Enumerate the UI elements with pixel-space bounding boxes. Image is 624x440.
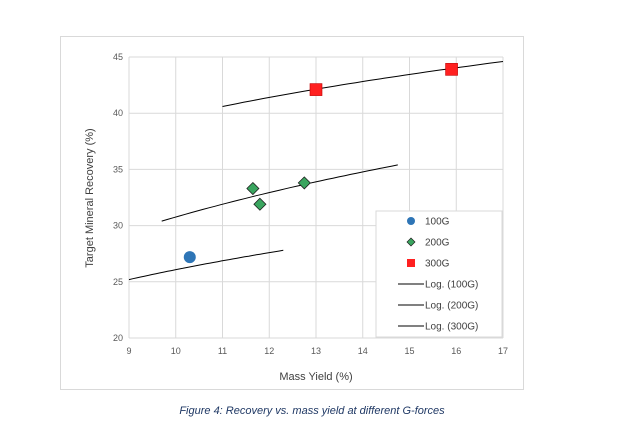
x-tick-label: 10 <box>171 346 181 356</box>
data-point-300g <box>309 83 323 96</box>
figure-caption: Figure 4: Recovery vs. mass yield at dif… <box>179 405 445 417</box>
data-point-200g <box>246 181 260 196</box>
y-tick-label: 35 <box>113 164 123 174</box>
x-tick-label: 17 <box>498 346 508 356</box>
y-axis-title: Target Mineral Recovery (%) <box>84 128 96 267</box>
x-tick-label: 11 <box>218 346 227 356</box>
data-point-200g <box>297 176 311 190</box>
data-points <box>183 63 458 264</box>
x-tick-label: 12 <box>264 346 274 356</box>
y-tick-labels: 20 25 30 35 40 45 <box>113 52 123 343</box>
y-tick-label: 20 <box>113 333 123 343</box>
legend-marker <box>406 237 416 247</box>
x-tick-labels: 9 10 11 12 13 14 15 16 17 <box>126 346 508 356</box>
legend-label: Log. (200G) <box>425 301 478 312</box>
x-tick-label: 13 <box>311 346 321 356</box>
x-axis-title: Mass Yield (%) <box>279 371 352 383</box>
y-tick-label: 25 <box>113 277 123 287</box>
y-tick-label: 40 <box>113 108 123 118</box>
x-tick-label: 14 <box>358 346 368 356</box>
x-tick-label: 16 <box>451 346 461 356</box>
legend-marker <box>407 217 415 225</box>
trendline <box>128 249 284 281</box>
data-point-100g <box>183 251 196 264</box>
y-tick-label: 45 <box>113 52 123 62</box>
x-tick-label: 15 <box>404 346 414 356</box>
legend-marker <box>407 259 415 267</box>
legend-box <box>375 210 503 338</box>
data-point-200g <box>253 197 267 211</box>
legend-label: Log. (300G) <box>425 322 478 333</box>
legend-label: 300G <box>425 259 450 270</box>
trendline <box>161 164 398 222</box>
data-point-300g <box>445 63 458 76</box>
legend-label: 100G <box>425 217 450 228</box>
x-tick-label: 9 <box>126 346 131 356</box>
legend: 100G 200G 300G Log. (100G) Log. (200G) Log. (… <box>375 210 503 338</box>
y-tick-label: 30 <box>113 221 123 231</box>
legend-label: Log. (100G) <box>425 280 478 291</box>
legend-label: 200G <box>425 238 450 249</box>
